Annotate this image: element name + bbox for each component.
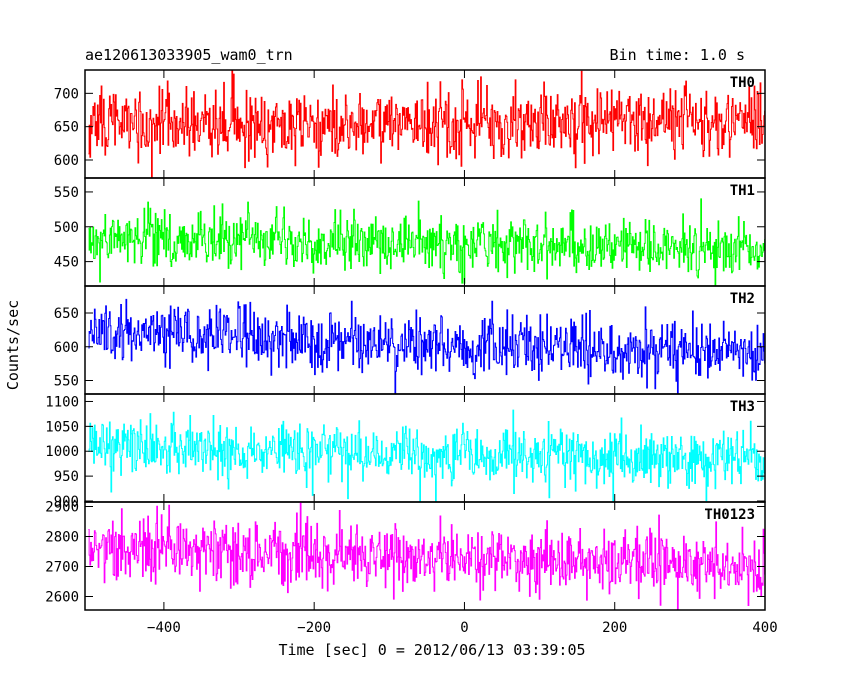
y-axis-label: Counts/sec [4,300,22,390]
x-tick-label: 400 [752,620,777,636]
bin-time-label: Bin time: 1.0 s [610,46,745,64]
y-tick-label: 500 [54,220,79,236]
y-tick-label: 700 [54,86,79,102]
chart-title: ae120613033905_wam0_trn [85,46,293,64]
y-tick-label: 1100 [45,394,79,410]
series-line-th0 [88,70,765,178]
y-tick-label: 1050 [45,419,79,435]
y-tick-label: 900 [54,494,79,510]
y-tick-label: 2600 [45,590,79,606]
x-axis-label: Time [sec] 0 = 2012/06/13 03:39:05 [278,641,585,659]
x-tick-label: −400 [147,620,181,636]
panel-th2: 550 600 650 TH2 [54,285,766,395]
panel-th3: 900 950 1000 1050 1100 TH3 [45,393,766,510]
y-tick-label: 1000 [45,444,79,460]
panel-th0123: 2600 2700 2800 2900 TH0123 [45,500,766,611]
y-tick-label: 550 [54,374,79,390]
x-axis: −400 −200 0 200 400 [147,620,778,636]
x-tick-label: 0 [460,620,468,636]
y-tick-label: 2700 [45,560,79,576]
panel-label-th0: TH0 [730,75,755,91]
y-tick-label: 2800 [45,530,79,546]
panel-label-th1: TH1 [730,183,755,199]
panel-label-th3: TH3 [730,399,755,415]
series-line-th1 [88,198,765,286]
y-tick-label: 450 [54,255,79,271]
y-tick-label: 2900 [45,500,79,516]
panel-th0: 600 650 700 TH0 [54,69,766,179]
series-line-th3 [88,409,765,502]
y-tick-label: 650 [54,120,79,136]
panel-label-th0123: TH0123 [704,507,755,523]
panel-frame [84,501,766,611]
y-tick-label: 650 [54,306,79,322]
y-tick-label: 600 [54,153,79,169]
panel-frame [84,177,766,287]
y-tick-label: 950 [54,469,79,485]
series-line-th2 [88,298,765,394]
panel-label-th2: TH2 [730,291,755,307]
x-tick-label: −200 [297,620,331,636]
series-line-th0123 [88,502,765,610]
panel-th1: 450 500 550 TH1 [54,177,766,287]
y-tick-label: 550 [54,185,79,201]
x-tick-label: 200 [602,620,627,636]
y-tick-label: 600 [54,340,79,356]
